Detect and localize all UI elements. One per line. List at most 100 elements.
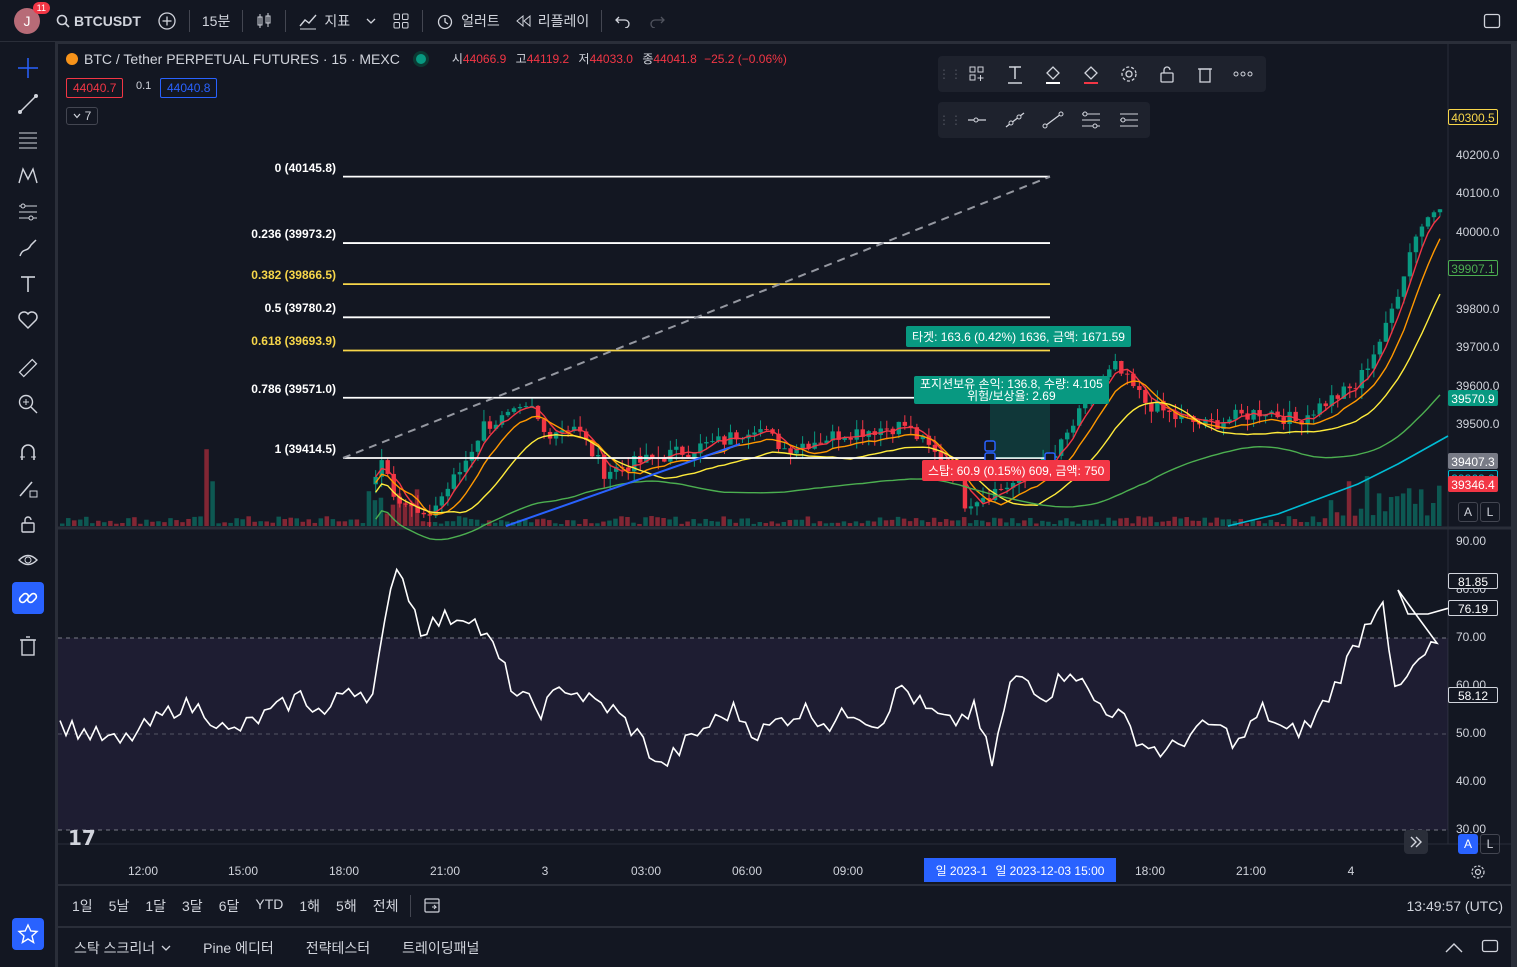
settings-button[interactable] [1110, 56, 1148, 92]
chart-type-button[interactable] [247, 0, 281, 42]
measure-tool[interactable] [12, 352, 44, 384]
range-button[interactable]: 1달 [145, 898, 167, 914]
maximize-panel-button[interactable] [1481, 938, 1499, 957]
brush-tool[interactable] [12, 232, 44, 264]
tab-pine-editor[interactable]: Pine 에디터 [203, 939, 274, 956]
volume-bar [204, 449, 209, 526]
symbol-title[interactable]: BTC / Tether PERPETUAL FUTURES · 15 · ME… [84, 50, 400, 67]
line-color-button[interactable] [1034, 56, 1072, 92]
alert-button[interactable]: 얼러트 [427, 0, 508, 42]
range-button[interactable]: 1일 [72, 898, 93, 914]
volume-bar [937, 521, 943, 526]
volume-bar [697, 523, 702, 526]
interval-button[interactable]: 15분 [201, 12, 231, 29]
tab-strategy-tester[interactable]: 전략테스터 [305, 939, 371, 956]
range-button[interactable]: YTD [255, 896, 284, 912]
pattern-tool[interactable] [12, 160, 44, 192]
symbol-search-button[interactable]: BTCUSDT [48, 0, 149, 42]
range-button[interactable]: 전체 [372, 898, 399, 914]
range-button[interactable]: 3달 [182, 898, 203, 914]
replay-button[interactable]: 리플레이 [508, 0, 598, 42]
indicators-dropdown[interactable] [358, 0, 384, 42]
indicators-button[interactable]: 지표 [290, 0, 358, 42]
volume-bar [998, 518, 1003, 526]
fill-bucket-icon [1084, 66, 1098, 84]
drag-handle-icon[interactable]: ⋮⋮ [938, 67, 962, 81]
sync-drawings-tool[interactable] [12, 582, 44, 614]
tradingview-logo[interactable]: 17 [68, 826, 96, 850]
trend-line-button[interactable] [996, 102, 1034, 138]
volume-bar [709, 521, 714, 526]
chart-canvas[interactable] [58, 44, 1511, 884]
remove-drawings-tool[interactable] [12, 630, 44, 662]
goto-date-button[interactable] [415, 896, 451, 917]
text-tool[interactable] [12, 268, 44, 300]
zoom-tool[interactable] [12, 388, 44, 420]
log-scale-button[interactable]: L [1480, 502, 1500, 522]
stay-drawing-tool[interactable] [12, 472, 44, 504]
candle-body [1077, 408, 1082, 426]
scroll-to-realtime-button[interactable] [1404, 830, 1428, 854]
delete-button[interactable] [1186, 56, 1224, 92]
candle-body [1395, 296, 1401, 309]
fullscreen-button[interactable] [1475, 0, 1509, 42]
candle-body [523, 406, 529, 408]
candle-body [752, 432, 757, 435]
range-button[interactable]: 6달 [218, 898, 240, 914]
clock-timezone[interactable]: 13:49:57 (UTC) [1406, 898, 1503, 914]
text-style-button[interactable] [996, 56, 1034, 92]
prediction-tool[interactable] [12, 196, 44, 228]
indicators-collapse-button[interactable]: 7 [66, 107, 98, 125]
layouts-button[interactable] [384, 0, 418, 42]
channel-button[interactable] [1110, 102, 1148, 138]
crosshair-tool[interactable] [12, 52, 44, 84]
range-button[interactable]: 5해 [336, 898, 357, 914]
horizontal-ray-button[interactable] [958, 102, 996, 138]
fib-tool[interactable] [12, 124, 44, 156]
magnet-tool[interactable] [12, 436, 44, 468]
volume-bar [1280, 523, 1286, 526]
range-button[interactable]: 5날 [108, 898, 130, 914]
candle-body [1125, 373, 1130, 375]
undo-button[interactable] [606, 0, 640, 42]
rsi-auto-scale-button[interactable]: A [1458, 834, 1478, 854]
chart-settings-button[interactable] [1470, 864, 1486, 885]
candle-body [1179, 415, 1184, 420]
lock-button[interactable] [1148, 56, 1186, 92]
auto-scale-button[interactable]: A [1458, 502, 1478, 522]
user-avatar[interactable]: J 11 [14, 1, 50, 34]
volume-bar [787, 520, 793, 526]
pnl-label[interactable]: 포지션보유 손익: 136.8, 수량: 4.105 위험/보상율: 2.69 [914, 376, 1109, 404]
price-axis-label: 40200.0 [1456, 147, 1500, 162]
extended-line-button[interactable] [1034, 102, 1072, 138]
more-button[interactable] [1224, 56, 1262, 92]
range-button[interactable]: 1해 [299, 898, 321, 914]
redo-button[interactable] [640, 0, 674, 42]
candle-body [1311, 414, 1316, 416]
sell-price-button[interactable]: 44040.7 [66, 78, 124, 98]
compare-symbol-button[interactable] [149, 0, 185, 42]
volume-bar [745, 518, 750, 526]
icons-tool[interactable] [12, 304, 44, 336]
fill-color-button[interactable] [1072, 56, 1110, 92]
candle-body [1335, 395, 1340, 399]
buy-price-button[interactable]: 44040.8 [160, 78, 218, 98]
chart-area[interactable]: BTC / Tether PERPETUAL FUTURES · 15 · ME… [58, 44, 1511, 884]
hide-drawings-tool[interactable] [12, 544, 44, 576]
tab-stock-screener[interactable]: 스탁 스크리너 [58, 938, 187, 958]
tab-trading-panel[interactable]: 트레이딩패널 [402, 939, 480, 956]
stop-label[interactable]: 스탑: 60.9 (0.15%) 609, 금액: 750 [922, 460, 1111, 481]
template-button[interactable] [958, 56, 996, 92]
fib-levels-button[interactable] [1072, 102, 1110, 138]
volume-bar [655, 517, 660, 526]
target-label[interactable]: 타겟: 163.6 (0.42%) 1636, 금액: 1671.59 [906, 326, 1131, 347]
candle-body [1083, 399, 1088, 409]
expand-panel-button[interactable] [1445, 940, 1463, 956]
market-status-icon[interactable] [415, 53, 426, 64]
candle-body [463, 460, 469, 473]
lock-drawings-tool[interactable] [12, 508, 44, 540]
trendline-tool[interactable] [12, 88, 44, 120]
rsi-log-scale-button[interactable]: L [1480, 834, 1500, 854]
watchlist-star-button[interactable] [12, 918, 44, 950]
drag-handle-icon[interactable]: ⋮⋮ [938, 113, 962, 127]
